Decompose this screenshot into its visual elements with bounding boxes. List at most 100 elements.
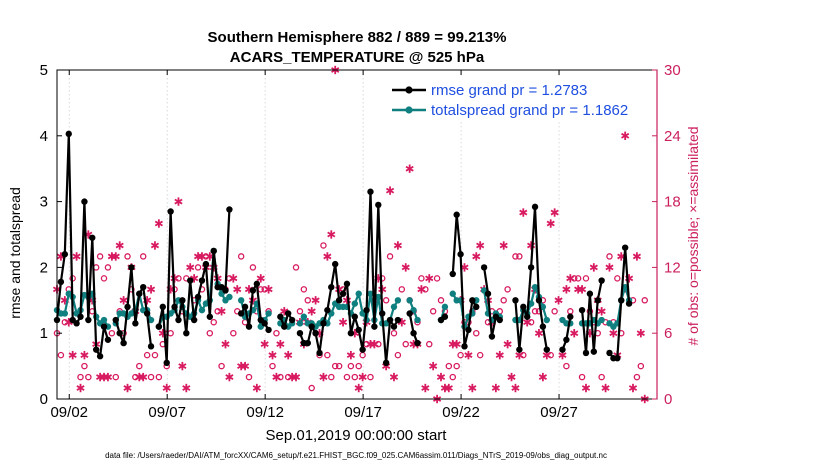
- obs-assimilated-marker: [628, 383, 638, 393]
- rmse-point: [245, 323, 253, 330]
- rmse-point: [179, 297, 186, 304]
- obs-possible-marker: [563, 362, 570, 370]
- rmse-point: [382, 359, 390, 367]
- obs-possible-marker: [85, 373, 92, 381]
- rmse-point: [190, 316, 198, 324]
- rmse-point: [520, 303, 527, 311]
- rmse-point: [625, 300, 633, 307]
- obs-possible-marker: [292, 264, 300, 271]
- obs-possible-marker: [112, 373, 120, 381]
- obs-possible-marker: [351, 373, 359, 381]
- rmse-point: [527, 264, 535, 271]
- rmse-point: [469, 297, 476, 304]
- rmse-point: [237, 310, 245, 317]
- legend-box: [389, 78, 651, 120]
- obs-assimilated-marker: [358, 372, 367, 382]
- obs-possible-marker: [425, 340, 433, 348]
- obs-assimilated-marker: [264, 285, 273, 294]
- rmse-point: [222, 287, 229, 294]
- rmse-point: [308, 323, 315, 330]
- obs-possible-marker: [355, 362, 362, 370]
- totalspread-point: [394, 297, 402, 304]
- obs-assimilated-marker: [476, 241, 485, 250]
- rmse-point: [406, 310, 413, 317]
- obs-assimilated-marker: [534, 329, 544, 338]
- obs-possible-marker: [445, 362, 453, 370]
- totalspread-point: [406, 297, 413, 304]
- obs-assimilated-marker: [346, 350, 355, 360]
- obs-assimilated-marker: [123, 383, 132, 393]
- y-axis-right-ticks: 0 6 12 18 24 30: [652, 62, 681, 408]
- rmse-point: [81, 198, 88, 205]
- x-tick-label: 09/27: [540, 404, 578, 421]
- rmse-point: [328, 283, 335, 291]
- obs-assimilated-marker: [139, 372, 148, 382]
- rmse-point: [543, 346, 550, 353]
- obs-possible-marker: [324, 351, 331, 359]
- obs-assimilated-marker: [260, 339, 269, 349]
- rmse-point: [73, 320, 80, 327]
- obs-assimilated-marker: [268, 350, 277, 360]
- totalspread-point: [198, 306, 206, 314]
- rmse-point: [606, 349, 613, 357]
- rmse-point: [473, 303, 480, 311]
- y-right-tick-label: 6: [664, 325, 672, 342]
- rmse-point: [312, 330, 319, 337]
- rmse-point: [175, 316, 182, 324]
- obs-assimilated-marker: [601, 383, 610, 393]
- obs-assimilated-marker: [154, 219, 163, 228]
- x-axis-ticks: 09/02 09/07 09/12 09/17 09/22 09/27: [50, 70, 578, 421]
- rmse-point: [516, 346, 523, 353]
- obs-possible-marker: [143, 351, 151, 359]
- obs-possible-marker: [429, 308, 437, 315]
- rmse-point: [112, 316, 119, 324]
- rmse-point: [284, 310, 292, 317]
- rmse-line: [114, 266, 153, 347]
- obs-possible-marker: [394, 351, 402, 359]
- obs-possible-marker: [77, 373, 84, 381]
- rmse-point: [89, 234, 96, 241]
- obs-possible-marker: [551, 308, 558, 315]
- data-file-footer: data file: /Users/raeder/DAI/ATM_forcXX/…: [105, 451, 607, 460]
- obs-assimilated-marker: [468, 383, 477, 393]
- obs-possible-marker: [367, 373, 374, 381]
- rmse-point: [136, 290, 143, 297]
- y-right-tick-label: 30: [664, 62, 681, 79]
- rmse-point: [57, 278, 65, 286]
- rmse-point: [343, 280, 351, 288]
- obs-assimilated-marker: [276, 339, 285, 349]
- rmse-point: [339, 290, 347, 297]
- rmse-point: [249, 287, 257, 294]
- obs-possible-marker: [230, 329, 237, 337]
- obs-assimilated-marker: [444, 383, 453, 393]
- obs-assimilated-marker: [225, 372, 234, 382]
- obs-possible-marker: [382, 297, 390, 304]
- obs-possible-marker: [606, 253, 613, 260]
- chart-title-line1: Southern Hemisphere 882 / 889 = 99.213%: [208, 29, 507, 46]
- y-right-tick-label: 12: [664, 259, 681, 276]
- obs-possible-marker: [304, 297, 312, 304]
- obs-possible-marker: [500, 297, 507, 304]
- rmse-point: [371, 323, 378, 330]
- obs-assimilated-marker: [405, 164, 414, 173]
- rmse-point: [614, 355, 621, 362]
- obs-possible-marker: [402, 340, 409, 348]
- obs-possible-marker: [57, 351, 65, 359]
- obs-possible-marker: [637, 362, 645, 370]
- obs-assimilated-marker: [609, 329, 618, 338]
- obs-possible-marker: [582, 275, 590, 282]
- rmse-point: [539, 323, 547, 330]
- rmse-point: [128, 264, 135, 271]
- rmse-point: [535, 297, 543, 304]
- rmse-point: [457, 251, 464, 258]
- obs-assimilated-marker: [538, 372, 547, 382]
- obs-possible-marker: [473, 329, 480, 337]
- obs-possible-marker: [641, 297, 649, 304]
- rmse-point: [140, 283, 147, 291]
- rmse-point: [92, 346, 100, 353]
- obs-possible-marker: [520, 351, 527, 359]
- obs-assimilated-marker: [393, 241, 402, 250]
- rmse-point: [621, 244, 629, 251]
- obs-assimilated-marker: [76, 383, 85, 393]
- obs-assimilated-marker: [284, 350, 293, 360]
